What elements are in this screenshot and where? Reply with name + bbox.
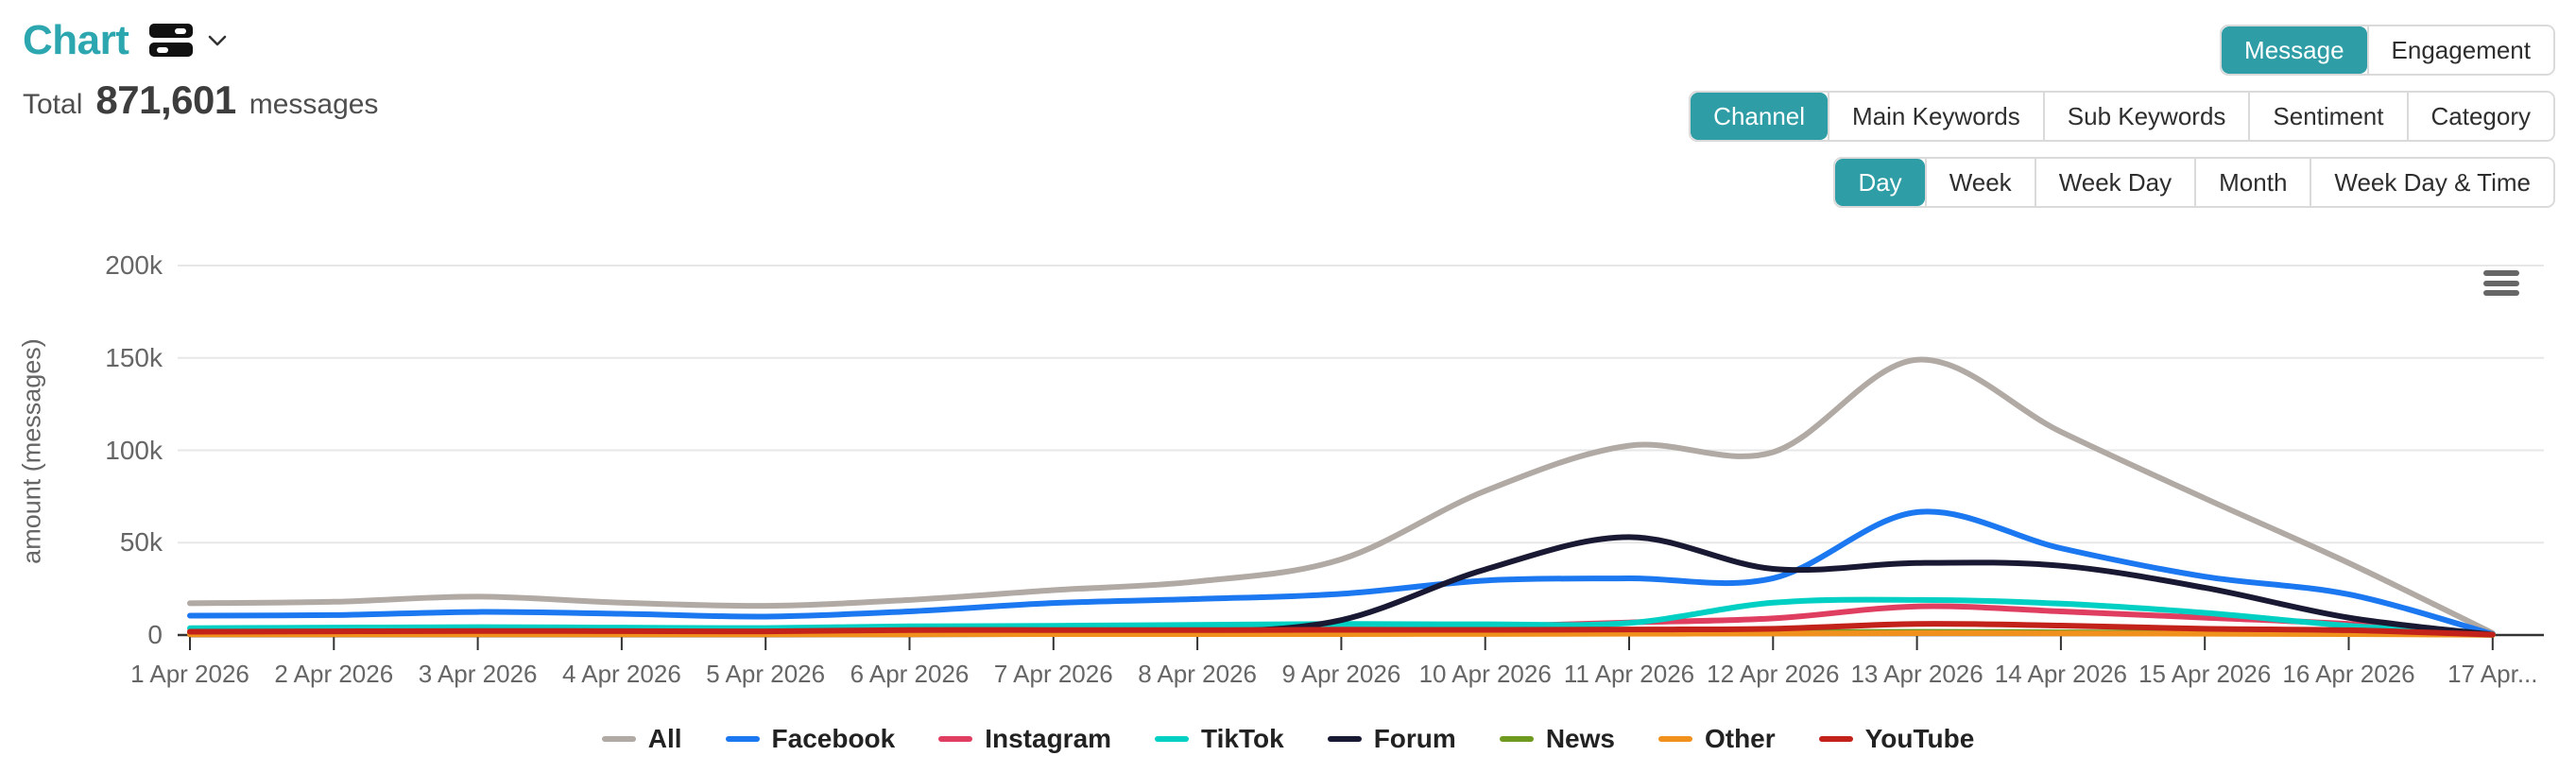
tab-week-day-time[interactable]: Week Day & Time <box>2310 159 2553 206</box>
header: Chart <box>23 17 227 64</box>
y-axis-tick-label: 0 <box>147 620 163 649</box>
series-line-youtube[interactable] <box>187 621 2496 638</box>
legend-label: YouTube <box>1864 724 1975 753</box>
legend-swatch <box>725 736 760 742</box>
legend-swatch <box>1155 736 1190 742</box>
legend-label: Facebook <box>771 724 896 753</box>
legend-swatch <box>1327 736 1362 742</box>
legend-item-instagram[interactable]: Instagram <box>938 724 1111 754</box>
tab-main-keywords[interactable]: Main Keywords <box>1828 93 2043 140</box>
tab-engagement[interactable]: Engagement <box>2366 26 2553 74</box>
y-axis-title: amount (messages) <box>17 338 46 564</box>
legend-item-all[interactable]: All <box>601 724 682 754</box>
stack-icon-slot <box>157 46 169 53</box>
chevron-down-icon[interactable] <box>208 35 227 46</box>
x-axis-tick-label: 3 Apr 2026 <box>418 660 538 688</box>
tab-category[interactable]: Category <box>2406 93 2553 140</box>
legend-swatch <box>1818 736 1853 742</box>
x-axis-tick-label: 17 Apr... <box>2447 660 2538 688</box>
total-summary: Total 871,601 messages <box>23 77 378 123</box>
y-axis-tick-label: 50k <box>119 527 163 558</box>
x-axis-tick-label: 5 Apr 2026 <box>706 660 826 688</box>
legend-label: TikTok <box>1201 724 1284 753</box>
x-axis-tick-label: 14 Apr 2026 <box>1994 660 2127 688</box>
stack-icon-bar <box>149 43 194 57</box>
series-line-forum[interactable] <box>187 534 2496 638</box>
legend-item-other[interactable]: Other <box>1657 724 1776 754</box>
series-line-facebook[interactable] <box>187 508 2496 638</box>
x-axis-tick-label: 6 Apr 2026 <box>850 660 970 688</box>
legend-item-forum[interactable]: Forum <box>1327 724 1456 754</box>
x-axis-tick-label: 8 Apr 2026 <box>1138 660 1257 688</box>
legend-item-youtube[interactable]: YouTube <box>1818 724 1975 754</box>
tab-channel[interactable]: Channel <box>1691 93 1829 140</box>
tab-sentiment[interactable]: Sentiment <box>2248 93 2407 140</box>
total-unit: messages <box>249 89 379 120</box>
chart-legend: All Facebook Instagram TikTok Forum News Other… <box>0 724 2576 754</box>
series-line-tiktok[interactable] <box>187 596 2496 638</box>
x-axis-tick-label: 10 Apr 2026 <box>1418 660 1552 688</box>
legend-swatch <box>1499 736 1534 742</box>
tab-week-day[interactable]: Week Day <box>2034 159 2195 206</box>
x-axis-tick-label: 11 Apr 2026 <box>1563 660 1695 688</box>
x-axis-tick-label: 4 Apr 2026 <box>562 660 681 688</box>
x-axis-tick-label: 15 Apr 2026 <box>2138 660 2272 688</box>
legend-swatch <box>1657 736 1692 742</box>
legend-label: Instagram <box>985 724 1112 753</box>
legend-swatch <box>938 736 973 742</box>
stack-icon-slot <box>175 27 187 34</box>
series-line-all[interactable] <box>187 356 2496 637</box>
metric-tab-group: Message Engagement <box>2220 25 2555 76</box>
x-axis-tick-label: 9 Apr 2026 <box>1281 660 1401 688</box>
x-axis-tick-label: 2 Apr 2026 <box>274 660 394 688</box>
total-label: Total <box>23 89 83 120</box>
legend-item-tiktok[interactable]: TikTok <box>1155 724 1284 754</box>
granularity-tab-group: Day Week Week Day Month Week Day & Time <box>1833 157 2555 208</box>
tab-day[interactable]: Day <box>1835 159 1925 206</box>
x-axis-tick-label: 16 Apr 2026 <box>2282 660 2415 688</box>
x-axis-tick-label: 1 Apr 2026 <box>130 660 249 688</box>
y-axis-tick-label: 200k <box>105 250 163 280</box>
tab-message[interactable]: Message <box>2222 26 2367 74</box>
tab-week[interactable]: Week <box>1924 159 2035 206</box>
legend-label: All <box>647 724 682 753</box>
legend-label: Other <box>1704 724 1776 753</box>
x-axis-tick-label: 7 Apr 2026 <box>993 660 1113 688</box>
legend-item-news[interactable]: News <box>1499 724 1615 754</box>
page-title: Chart <box>23 17 129 63</box>
x-axis-tick-label: 13 Apr 2026 <box>1850 660 1984 688</box>
y-axis-tick-label: 150k <box>105 342 163 372</box>
stack-icon[interactable] <box>149 24 194 58</box>
y-axis-tick-label: 100k <box>105 435 163 465</box>
dimension-tab-group: Channel Main Keywords Sub Keywords Senti… <box>1689 91 2555 142</box>
stack-icon-bar <box>149 24 194 38</box>
hamburger-menu-icon[interactable] <box>2483 270 2519 299</box>
legend-label: Forum <box>1373 724 1456 753</box>
legend-label: News <box>1545 724 1615 753</box>
x-axis-tick-label: 12 Apr 2026 <box>1707 660 1840 688</box>
total-value: 871,601 <box>95 77 236 122</box>
tab-sub-keywords[interactable]: Sub Keywords <box>2042 93 2249 140</box>
tab-month[interactable]: Month <box>2194 159 2310 206</box>
series-line-other[interactable] <box>187 630 2496 638</box>
legend-swatch <box>601 736 636 742</box>
legend-item-facebook[interactable]: Facebook <box>725 724 896 754</box>
